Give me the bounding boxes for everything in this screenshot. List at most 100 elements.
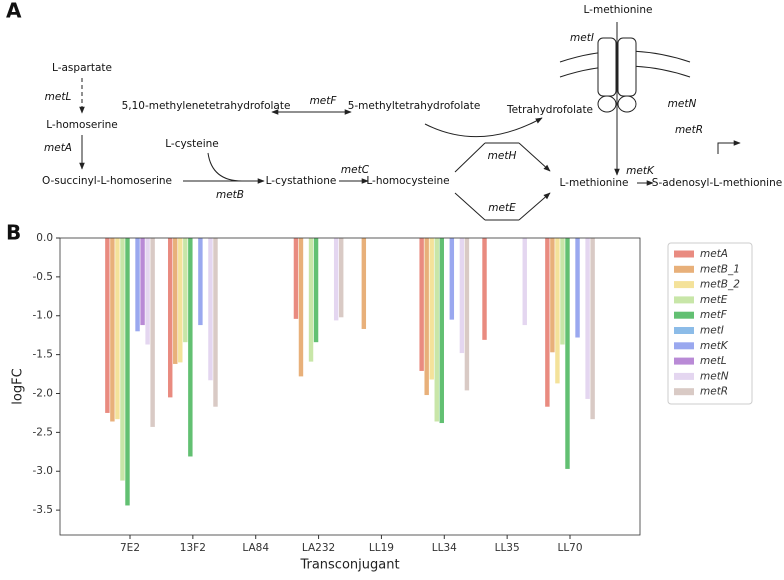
legend-swatch [674, 265, 694, 273]
bar [298, 238, 304, 377]
legend-swatch [674, 296, 694, 304]
legend-label: metB_1 [700, 263, 740, 275]
bar [434, 238, 439, 422]
node: 5,10-methylenetetrahydrofolate [122, 100, 291, 112]
bar [105, 238, 110, 413]
gene: metF [310, 95, 338, 107]
transporter [617, 95, 637, 113]
y-tick-label: -3.5 [33, 504, 54, 516]
gene: metH [488, 150, 517, 162]
bar [120, 238, 125, 481]
bar [333, 238, 339, 321]
node: L-homoserine [46, 119, 117, 131]
bar [565, 238, 570, 469]
x-tick-label: 7E2 [120, 542, 140, 554]
bar [560, 238, 565, 345]
bar [198, 238, 203, 326]
legend-label: metE [700, 294, 728, 306]
gene: metL [45, 91, 72, 103]
plot-frame [59, 237, 641, 536]
x-tick-label: LA232 [302, 542, 335, 554]
node: 5-methyltetrahydrofolate [348, 100, 481, 112]
legend-swatch [674, 327, 694, 334]
bar [293, 238, 299, 319]
legend-label: metK [700, 340, 729, 352]
bar [213, 238, 218, 407]
x-tick-label: LL35 [495, 542, 520, 554]
x-tick-label: LL19 [369, 542, 394, 554]
bar [449, 238, 455, 320]
arrow [207, 152, 243, 182]
bar [459, 238, 465, 354]
bar [550, 238, 555, 353]
bar [208, 238, 213, 381]
y-tick-label: -0.5 [33, 271, 54, 283]
bar [173, 238, 178, 364]
legend-label: metN [700, 370, 729, 382]
arrow [454, 142, 519, 173]
bar [313, 238, 319, 343]
bar [482, 238, 487, 340]
bar [575, 238, 580, 338]
legend-swatch [674, 388, 694, 396]
x-tick-label: LL34 [432, 542, 457, 554]
arrow [518, 142, 551, 172]
bar [168, 238, 173, 398]
legend-swatch [674, 311, 694, 319]
legend-label: metR [700, 386, 728, 398]
gene: metR [675, 124, 703, 136]
bar [419, 238, 424, 371]
gene: metC [341, 164, 370, 176]
bar [464, 238, 470, 391]
gene: metA [44, 142, 72, 154]
arrow [424, 117, 543, 138]
node: L-methionine [584, 4, 653, 16]
arrow [454, 192, 519, 221]
gene: metK [626, 165, 655, 177]
bar [183, 238, 188, 343]
gene: metI [570, 32, 594, 44]
node: L-cystathione [266, 175, 337, 187]
bar [188, 238, 193, 457]
bar [125, 238, 130, 506]
arrow [518, 192, 551, 221]
y-tick-label: -2.5 [33, 426, 54, 438]
bar [545, 238, 550, 407]
panel-label: A [6, 0, 22, 23]
bar [555, 238, 560, 384]
x-tick-label: LL70 [557, 542, 582, 554]
bar-chart: B 0.0 -0.5 -1.0 -1.5 -2.0 -2.5 -3.0 -3.5 7E2 13F2… [6, 221, 753, 573]
legend-label: metI [700, 325, 724, 337]
node: O-succinyl-L-homoserine [42, 175, 172, 187]
node: L-cysteine [165, 138, 219, 150]
legend-swatch [674, 342, 694, 350]
promoter [717, 140, 741, 154]
legend-swatch [674, 357, 694, 365]
legend-label: metF [700, 309, 728, 321]
legend-label: metA [700, 248, 728, 260]
x-tick-label: 13F2 [180, 542, 206, 554]
y-tick-label: -1.0 [33, 310, 54, 322]
gene: metB [216, 189, 244, 201]
transporter [617, 37, 637, 97]
node: L-aspartate [52, 62, 112, 74]
legend-label: metB_2 [700, 279, 740, 291]
bar [145, 238, 150, 345]
pathway-diagram: A L-aspartate L-homoserine O-succinyl-L-… [6, 0, 782, 221]
bar [308, 238, 314, 362]
bar [585, 238, 590, 399]
y-tick-label: 0.0 [36, 232, 53, 244]
bar [115, 238, 120, 420]
legend-swatch [674, 372, 694, 380]
bar [361, 238, 367, 329]
y-tick-label: -1.5 [33, 349, 54, 361]
gene: metE [488, 202, 516, 214]
legend-label: metL [700, 355, 727, 367]
node: S-adenosyl-L-methionine [652, 177, 782, 189]
transporter [597, 95, 617, 113]
bar [429, 238, 434, 380]
bar [338, 238, 344, 318]
x-tick-label: LA84 [242, 542, 269, 554]
bar [150, 238, 155, 427]
bar [439, 238, 444, 424]
